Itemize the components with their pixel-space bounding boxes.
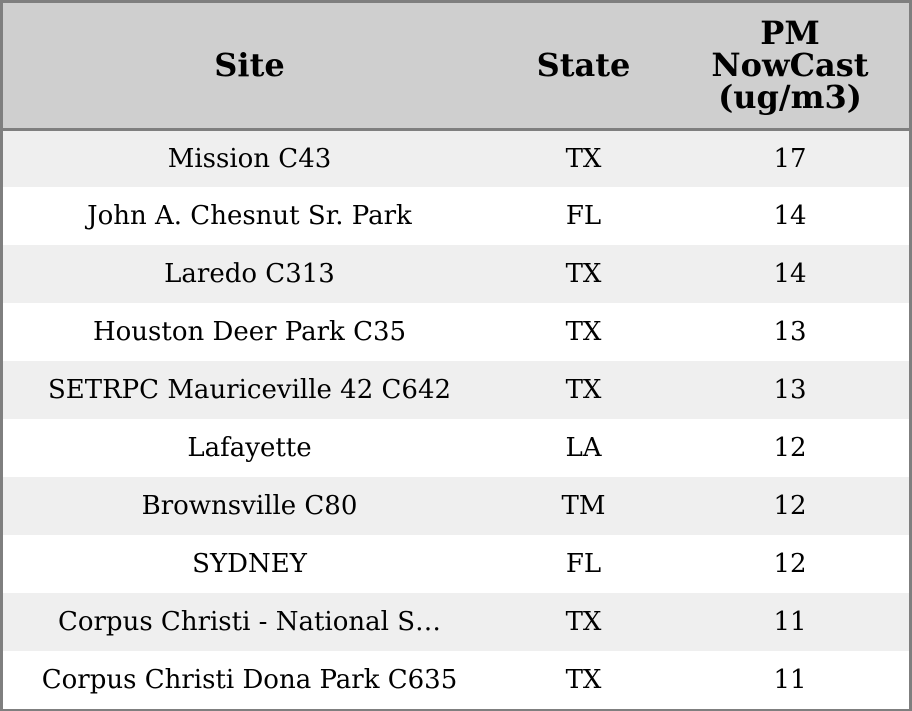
- cell-pm-value: 11: [773, 607, 807, 637]
- table-row: Mission C43 TX 17: [3, 129, 909, 187]
- table-row: Laredo C313 TX 14: [3, 245, 909, 303]
- pm-nowcast-table: Site State PM NowCast (ug/m3) Mission C43 T…: [3, 3, 909, 709]
- table-body: Mission C43 TX 17 John A. Chesnut Sr. Park F…: [3, 129, 909, 709]
- cell-site: Houston Deer Park C35: [92, 317, 407, 347]
- header-row: Site State PM NowCast (ug/m3): [3, 3, 909, 131]
- cell-site: Brownsville C80: [141, 491, 358, 521]
- table-row: Corpus Christi - National S… TX 11: [3, 593, 909, 651]
- table-row: SETRPC Mauriceville 42 C642 TX 13: [3, 361, 909, 419]
- cell-pm-value: 14: [773, 259, 807, 289]
- cell-site: Mission C43: [167, 143, 332, 174]
- cell-state: TX: [565, 375, 602, 405]
- cell-state: TX: [565, 143, 602, 174]
- cell-state: TX: [565, 665, 602, 695]
- cell-pm-value: 14: [773, 201, 807, 231]
- cell-pm-value: 12: [773, 433, 807, 463]
- cell-state: TX: [565, 317, 602, 347]
- cell-state: TX: [565, 607, 602, 637]
- table-row: Lafayette LA 12: [3, 419, 909, 477]
- table-row: SYDNEY FL 12: [3, 535, 909, 593]
- cell-site: SYDNEY: [192, 549, 307, 579]
- cell-pm-value: 13: [773, 375, 807, 405]
- cell-site: Corpus Christi - National S…: [57, 607, 442, 637]
- cell-state: LA: [565, 433, 602, 463]
- cell-site: Laredo C313: [164, 259, 335, 289]
- cell-pm-value: 13: [773, 317, 807, 347]
- table-row: John A. Chesnut Sr. Park FL 14: [3, 187, 909, 245]
- table-row: Brownsville C80 TM 12: [3, 477, 909, 535]
- table-row: Corpus Christi Dona Park C635 TX 11: [3, 651, 909, 709]
- cell-site: Corpus Christi Dona Park C635: [41, 665, 458, 695]
- column-header-state: State: [496, 3, 671, 131]
- cell-state: TM: [561, 491, 606, 521]
- cell-state: FL: [565, 549, 602, 579]
- table-header: Site State PM NowCast (ug/m3): [3, 3, 909, 131]
- cell-site: John A. Chesnut Sr. Park: [87, 201, 412, 231]
- cell-pm-value: 17: [773, 143, 807, 174]
- cell-pm-value: 12: [773, 491, 807, 521]
- column-header-pm-nowcast: PM NowCast (ug/m3): [671, 3, 909, 131]
- cell-state: FL: [565, 201, 602, 231]
- cell-site: Lafayette: [187, 433, 312, 463]
- table-row: Houston Deer Park C35 TX 13: [3, 303, 909, 361]
- cell-pm-value: 12: [773, 549, 807, 579]
- cell-state: TX: [565, 259, 602, 289]
- cell-pm-value: 11: [773, 665, 807, 695]
- cell-site: SETRPC Mauriceville 42 C642: [47, 375, 452, 405]
- column-header-site: Site: [3, 3, 496, 131]
